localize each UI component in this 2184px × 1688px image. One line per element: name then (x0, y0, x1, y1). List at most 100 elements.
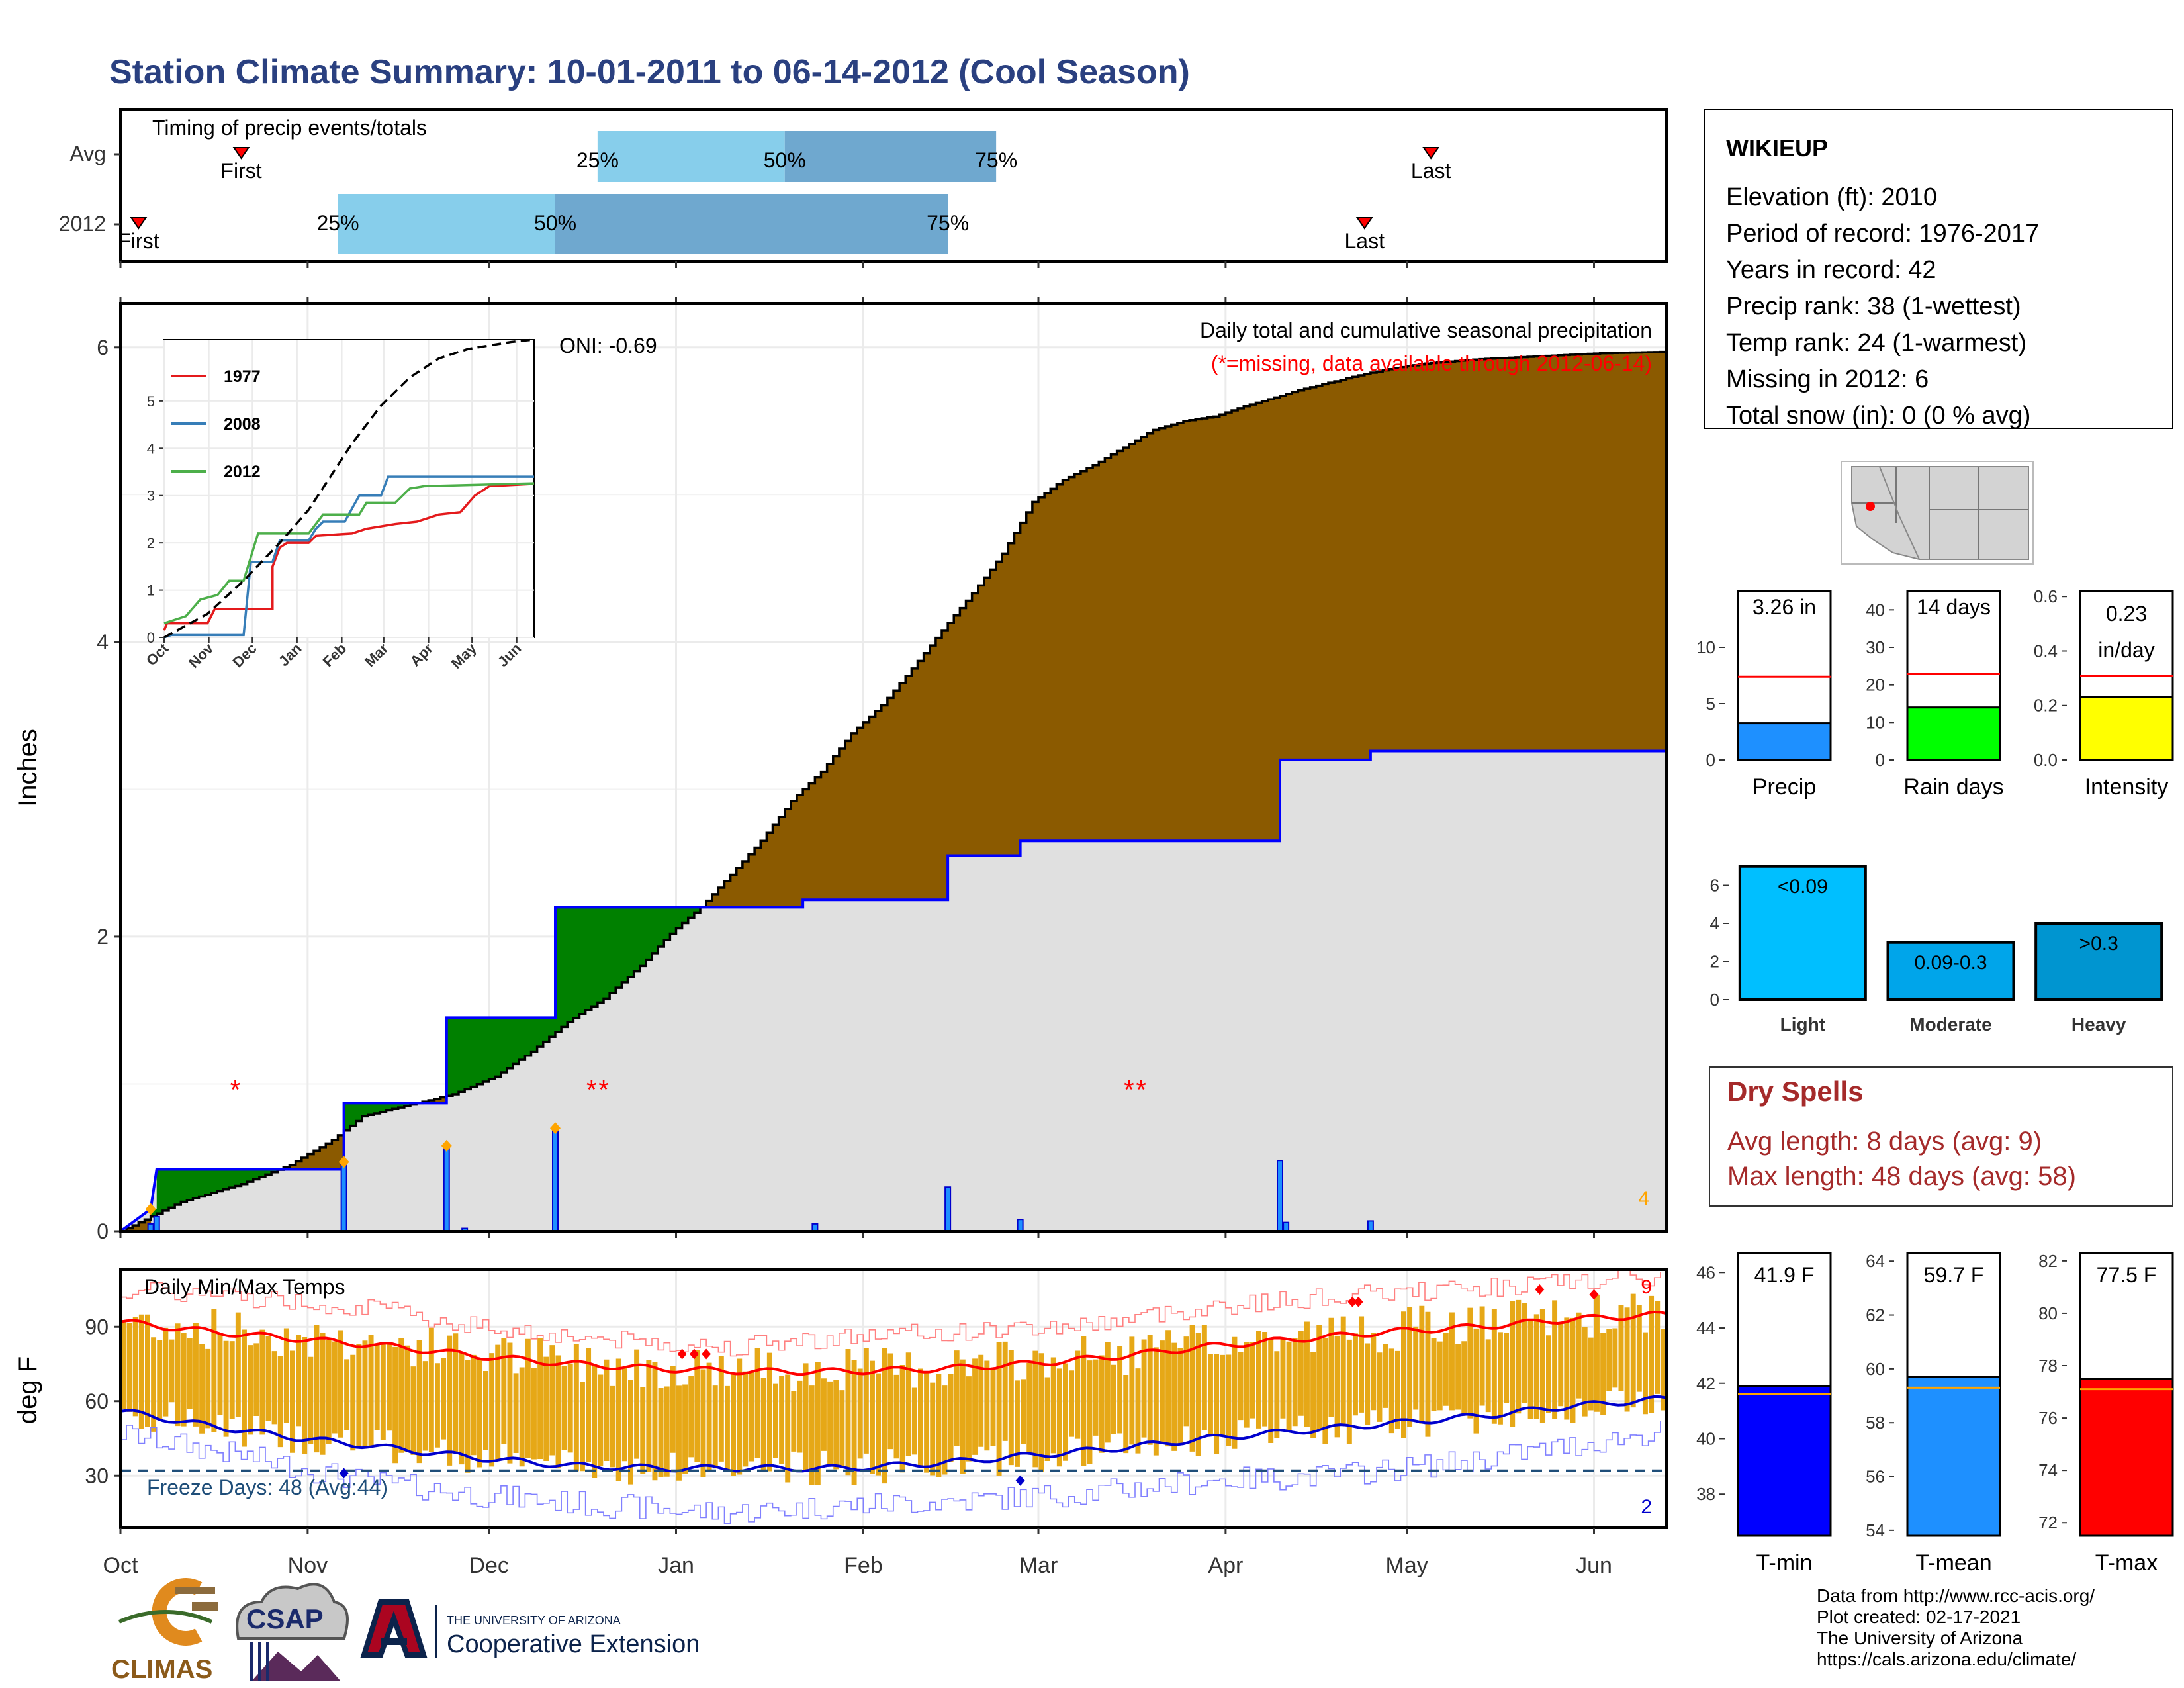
inset-series-line (163, 475, 534, 639)
tmax-gauge-tick-label: 76 (2038, 1408, 2058, 1428)
event-diamond-marker (145, 1203, 156, 1215)
station-line: Total snow (in): 0 (0 % avg) (1726, 402, 2030, 430)
gauge-cat-intensity: Intensity (2085, 774, 2169, 800)
raindays-gauge-tick-label: 0 (1876, 750, 1885, 770)
station-box: WIKIEUP Elevation (ft): 2010 Period of r… (1704, 109, 2173, 430)
month-label: Mar (1019, 1553, 1058, 1578)
observed-cumulative-line (119, 749, 1666, 1233)
average-max-line (120, 1310, 1667, 1376)
inset-ytick-label: 0 (147, 630, 155, 646)
event-label: Last (1345, 229, 1385, 253)
gauge-label-tmin: 41.9 F (1754, 1263, 1815, 1287)
ua-logo-line2: Cooperative Extension (447, 1630, 700, 1658)
gauge-label-tmax: 77.5 F (2097, 1263, 2157, 1287)
inset-xtick-label: Mar (361, 640, 392, 671)
tmin-gauge-tick-label: 44 (1696, 1318, 1715, 1338)
month-axis: Oct Nov Dec Jan Feb Mar Apr May Jun (103, 1528, 1612, 1578)
timing-heading: Timing of precip events/totals (152, 116, 427, 140)
station-line: Years in record: 42 (1726, 256, 1936, 284)
record-high-marker (1353, 1296, 1363, 1307)
tmax-gauge-tick-label: 72 (2038, 1513, 2058, 1532)
observed-cumulative-area (120, 751, 1666, 1231)
inset-ytick-label: 3 (147, 488, 155, 504)
station-line: Elevation (ft): 2010 (1726, 183, 1937, 211)
tmean-gauge-tick-label: 56 (1866, 1467, 1885, 1487)
daily-precip-bar (1283, 1221, 1290, 1232)
climas-logo: CLIMAS (111, 1578, 218, 1684)
temp-title: Daily Min/Max Temps (144, 1275, 345, 1299)
main-corner-value: 4 (1638, 1188, 1649, 1209)
average-cumulative-line (120, 350, 1668, 1233)
record-high-marker (1347, 1296, 1357, 1307)
daily-precip-bar (552, 1127, 559, 1232)
precip-gauge-tick-label: 5 (1706, 694, 1715, 714)
gauge-label-tmean: 59.7 F (1924, 1263, 1984, 1287)
month-label: May (1386, 1553, 1428, 1578)
oni-annotation: ONI: -0.69 (559, 334, 657, 357)
gauge-label-intensity-2: in/day (2098, 638, 2154, 662)
inset-ytick-label: 5 (147, 393, 155, 410)
gauge-label-raindays-1: 14 days (1917, 595, 1991, 619)
climas-logo-text: CLIMAS (111, 1655, 212, 1684)
raindays-gauge-tick-label: 30 (1866, 637, 1885, 657)
precip-gauge-tick-label: 10 (1696, 637, 1715, 657)
main-ytick-label: 0 (97, 1219, 109, 1243)
daily-precip-bar (944, 1186, 952, 1232)
daily-precip-bar (153, 1215, 160, 1232)
event-triangle-marker (232, 147, 250, 160)
tmax-gauge-tick-label: 82 (2038, 1251, 2058, 1271)
precip-gauge-tick-label: 0 (1706, 750, 1715, 770)
daily-precip-bar (1277, 1160, 1283, 1232)
station-line: Precip rank: 38 (1-wettest) (1726, 293, 2021, 320)
record-high-marker (689, 1348, 699, 1360)
deficit-area (126, 352, 1667, 1231)
missing-day-marker: * (586, 1075, 597, 1104)
event-triangle-marker (130, 217, 148, 230)
missing-day-marker: * (598, 1075, 609, 1104)
gauge-cat-tmin: T-min (1756, 1550, 1813, 1575)
gauge-label-intensity-1: 0.23 (2106, 602, 2147, 626)
tmean-gauge-tick-label: 62 (1866, 1305, 1885, 1325)
events-category-label: Light (1780, 1014, 1825, 1035)
event-diamond-marker (338, 1156, 349, 1168)
intensity-gauge-tick-label: 0.0 (2034, 750, 2058, 770)
csap-logo-text: CSAP (246, 1603, 324, 1634)
raindays-gauge-tick-label: 10 (1866, 712, 1885, 732)
surplus-area (150, 907, 701, 1217)
pct-label: 50% (534, 211, 576, 235)
ua-logo-line1: THE UNIVERSITY OF ARIZONA (447, 1614, 621, 1627)
missing-day-marker: * (1124, 1075, 1134, 1104)
inset-legend-label: 2008 (224, 415, 261, 434)
daily-precip-bar (1367, 1220, 1374, 1233)
daily-precip-bar (340, 1164, 347, 1233)
daily-temp-bars (120, 1293, 1666, 1485)
credit-line: Plot created: 02-17-2021 (1817, 1607, 2021, 1627)
timing-row-avg-label: Avg (69, 142, 106, 165)
main-chart-title: Daily total and cumulative seasonal prec… (1200, 318, 1652, 342)
pct-bar-25-50 (338, 194, 555, 254)
main-ytick-label: 2 (97, 925, 109, 949)
record-high-marker (1535, 1284, 1545, 1295)
inset-xtick-label: May (448, 639, 480, 671)
temp-ytick-label: 90 (85, 1315, 109, 1338)
record-min-line (120, 1421, 1661, 1524)
inset-xtick-label: Apr (407, 640, 437, 670)
record-low-marker (339, 1468, 349, 1479)
gauges: 05100102030400.00.20.40.6384042444654565… (1696, 586, 2174, 1540)
freeze-label: Freeze Days: 48 (Avg:44) (147, 1476, 388, 1499)
pct-bar-50-75 (555, 194, 948, 254)
station-line: Period of record: 1976-2017 (1726, 220, 2039, 248)
tmin-gauge-tick-label: 46 (1696, 1262, 1715, 1282)
credit-line: https://cals.arizona.edu/climate/ (1817, 1649, 2076, 1669)
pct-label: 75% (927, 211, 969, 235)
temp-ylabel: deg F (13, 1356, 42, 1424)
events-bar-label: <0.09 (1778, 876, 1828, 898)
record-low-marker (1015, 1475, 1025, 1486)
month-label: Nov (288, 1553, 328, 1578)
events-category-label: Moderate (1909, 1014, 1991, 1035)
tmean-gauge-tick-label: 58 (1866, 1413, 1885, 1432)
events-bar (2034, 922, 2163, 1001)
dry-spells-box: Dry Spells Avg length: 8 days (avg: 9) M… (1709, 1066, 2173, 1207)
temp-panel: deg F 30 60 90 Daily Min/Max Temps Freeze … (13, 1268, 1668, 1578)
